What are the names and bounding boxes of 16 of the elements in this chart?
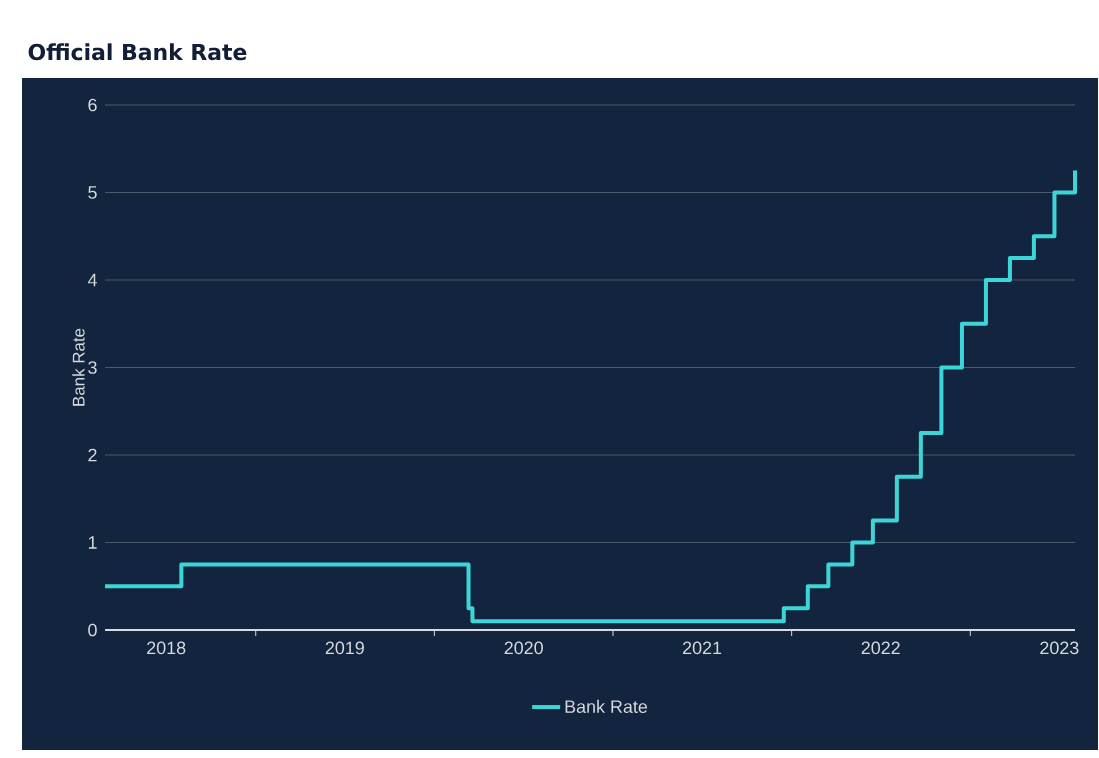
x-tick-label: 2019: [325, 641, 364, 655]
y-tick-label: 5: [88, 186, 97, 199]
y-tick-label: 0: [88, 623, 97, 637]
x-tick-label: 2021: [683, 641, 722, 655]
x-tick-label: 2020: [504, 641, 543, 655]
x-tick-label: 2023: [1040, 641, 1079, 655]
y-tick-label: 6: [88, 98, 97, 112]
x-tick-label: 2022: [861, 641, 900, 655]
y-tick-label: 4: [87, 273, 97, 287]
x-tick-label: 2018: [147, 641, 186, 655]
y-tick-label: 2: [88, 448, 97, 462]
legend-label: Bank Rate: [565, 699, 648, 713]
y-axis-title: Bank Rate: [72, 328, 85, 406]
chart-title: Official Bank Rate: [28, 43, 247, 61]
y-tick-label: 3: [88, 361, 97, 374]
y-tick-label: 1: [88, 536, 97, 549]
